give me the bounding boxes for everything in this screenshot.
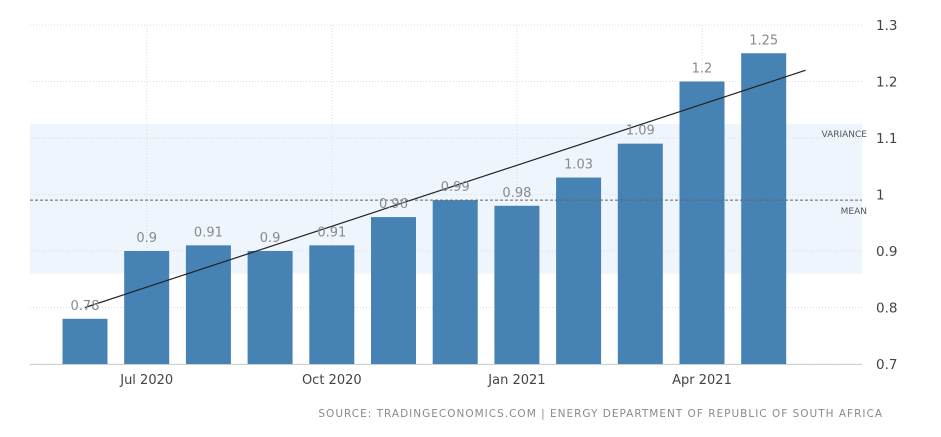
bar <box>432 200 478 364</box>
data-label: 1.2 <box>692 62 713 77</box>
data-label: 0.91 <box>317 225 346 240</box>
x-tick-label: Apr 2021 <box>672 373 732 388</box>
bar <box>185 245 231 364</box>
bar <box>124 251 170 364</box>
x-tick-label: Jan 2021 <box>487 373 545 388</box>
data-label: 0.99 <box>441 180 470 195</box>
y-tick-label: 0.7 <box>876 357 897 373</box>
bar <box>371 217 416 364</box>
data-label: 1.09 <box>626 124 655 139</box>
bar <box>679 81 725 364</box>
y-tick-label: 0.8 <box>876 301 897 317</box>
x-tick-label: Oct 2020 <box>302 373 362 388</box>
bar <box>309 245 355 364</box>
mean-label: MEAN <box>841 207 867 217</box>
data-label: 0.91 <box>194 225 223 240</box>
data-label: 0.9 <box>136 231 157 246</box>
bar <box>494 205 540 364</box>
data-label: 0.98 <box>502 186 531 201</box>
data-label: 1.03 <box>564 158 593 173</box>
bar <box>556 177 602 364</box>
x-tick-label: Jul 2020 <box>119 373 173 388</box>
data-label: 0.96 <box>379 197 408 212</box>
data-label: 0.78 <box>71 299 100 314</box>
bar <box>62 318 108 364</box>
bar <box>617 143 663 364</box>
y-tick-label: 1.3 <box>876 18 897 34</box>
y-tick-label: 1.1 <box>876 131 897 147</box>
variance-label: VARIANCE <box>821 130 867 140</box>
source-note: SOURCE: TRADINGECONOMICS.COM | ENERGY DE… <box>318 408 883 420</box>
y-tick-label: 1 <box>876 188 885 204</box>
y-tick-label: 0.9 <box>876 244 897 260</box>
bar <box>741 53 787 364</box>
data-label: 1.25 <box>749 33 778 48</box>
bar <box>247 251 293 364</box>
trend-line <box>84 69 806 309</box>
data-label: 0.9 <box>260 231 281 246</box>
y-tick-label: 1.2 <box>876 75 897 91</box>
